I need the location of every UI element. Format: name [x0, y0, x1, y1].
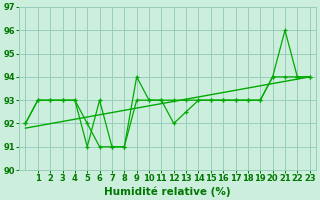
X-axis label: Humidité relative (%): Humidité relative (%) — [104, 186, 231, 197]
